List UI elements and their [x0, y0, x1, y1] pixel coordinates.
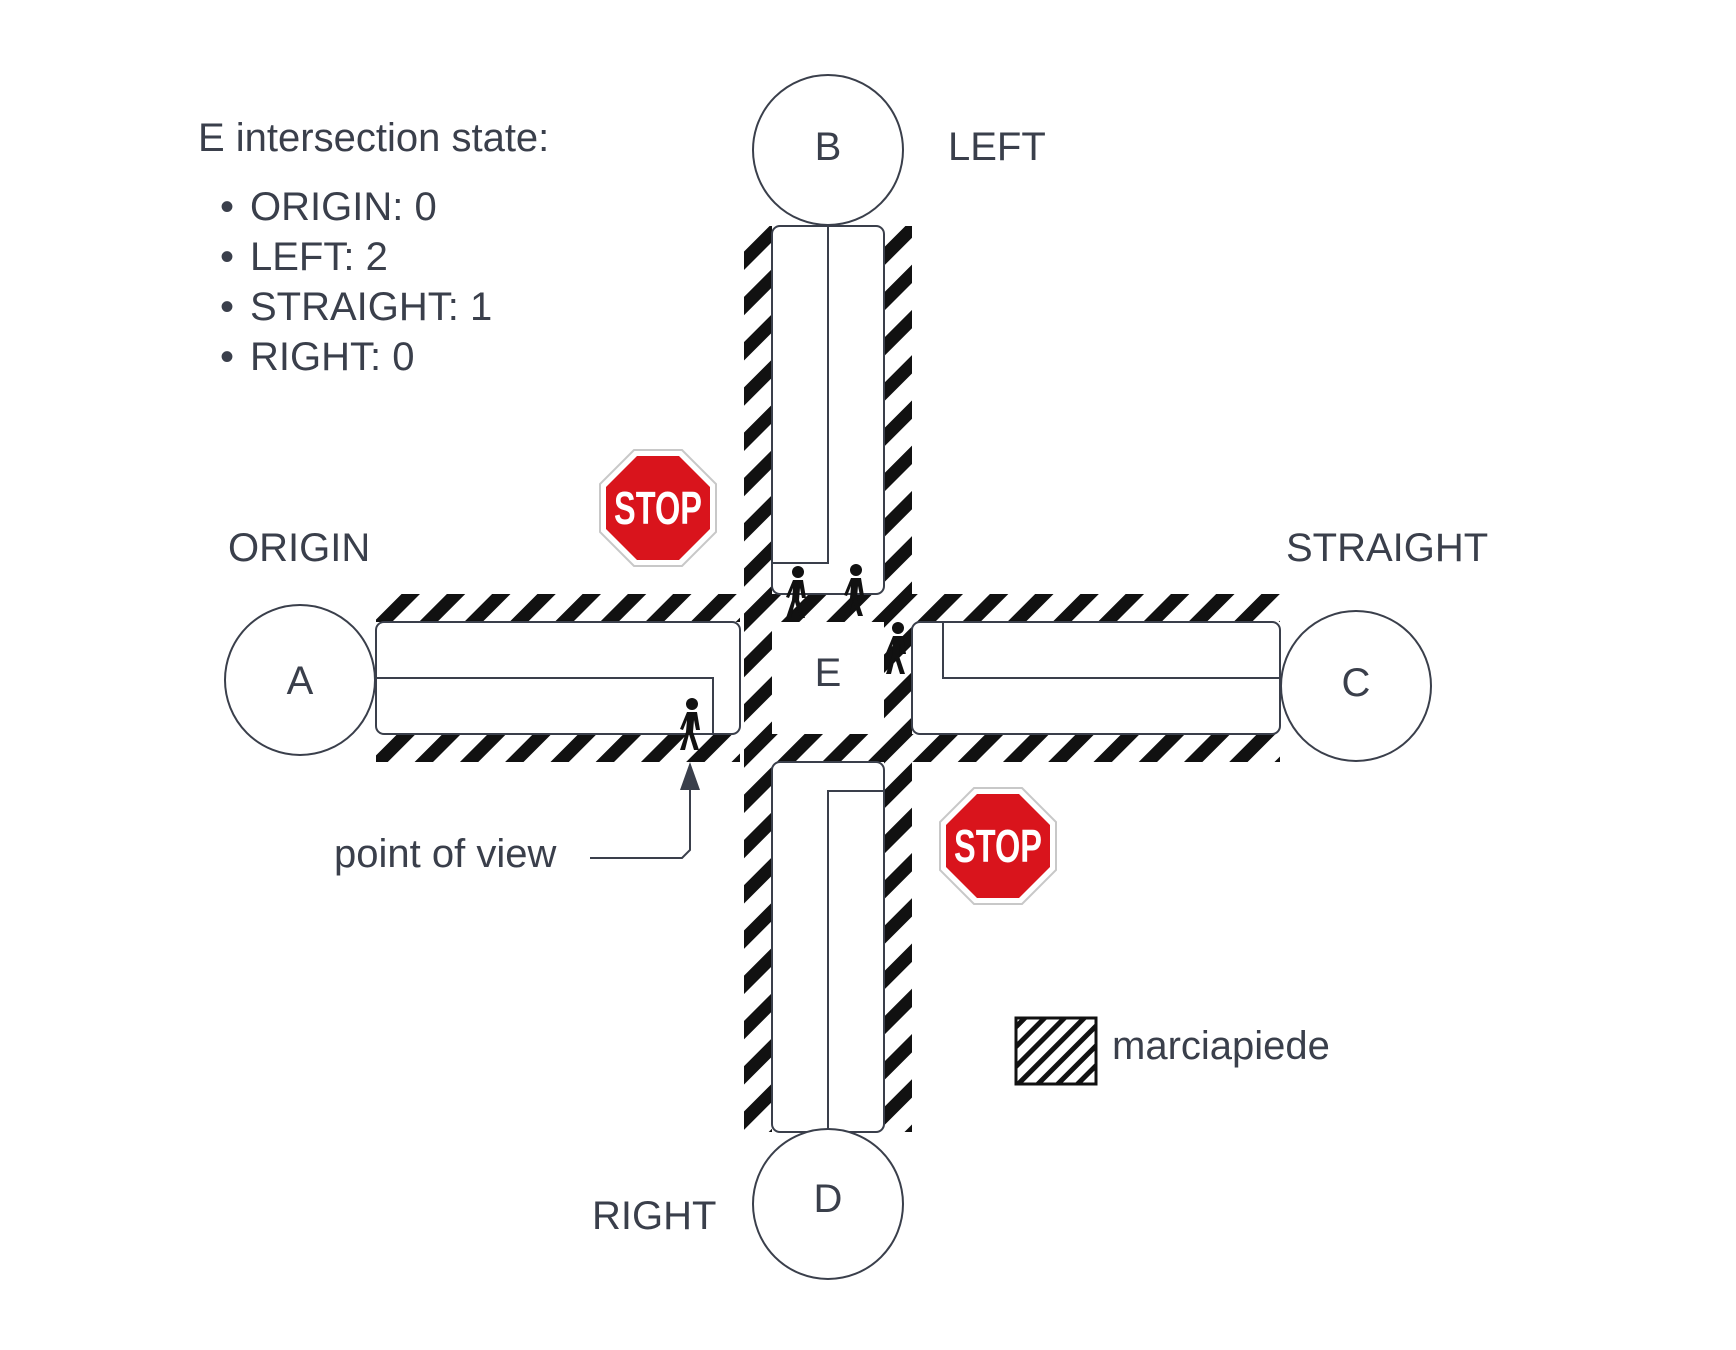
sidewalk-west-bottom	[376, 734, 740, 762]
node-a: A	[224, 604, 376, 756]
node-c: C	[1280, 610, 1432, 762]
intersection-state-panel: E intersection state: ORIGIN: 0 LEFT: 2 …	[198, 118, 549, 382]
intersection-state-title: E intersection state:	[198, 116, 550, 160]
sidewalk-north-left	[744, 226, 772, 594]
intersection-core	[772, 622, 884, 734]
state-item-origin: ORIGIN: 0	[220, 182, 549, 232]
sidewalk-south-right	[884, 762, 912, 1132]
sidewalk-areas	[376, 226, 1280, 1132]
sidewalk-east-bottom	[912, 734, 1280, 762]
state-item-right: RIGHT: 0	[220, 332, 549, 382]
arrow-up-icon	[590, 762, 700, 859]
stop-sign-text: STOP	[954, 820, 1042, 872]
node-d: D	[752, 1128, 904, 1280]
node-e-label: E	[815, 651, 842, 695]
lane-lines	[376, 226, 1280, 1132]
state-item-straight: STRAIGHT: 1	[220, 282, 549, 332]
lane-line-east	[942, 622, 1280, 679]
direction-label-left: LEFT	[948, 125, 1046, 169]
stop-sign-icon: STOP	[939, 787, 1057, 905]
node-b: B	[752, 74, 904, 226]
sidewalk-east-top	[912, 594, 1280, 622]
node-c-label: C	[1342, 661, 1371, 705]
sidewalk-center-bottom	[772, 734, 884, 762]
sidewalk-north-right	[884, 226, 912, 594]
sidewalk-center-right	[884, 594, 912, 762]
node-b-label: B	[815, 125, 842, 169]
sidewalk-west-top	[376, 594, 740, 622]
direction-label-right: RIGHT	[592, 1194, 717, 1238]
node-d-label: D	[814, 1177, 843, 1221]
lane-line-west	[376, 677, 714, 734]
direction-label-origin: ORIGIN	[228, 526, 371, 570]
direction-label-straight: STRAIGHT	[1286, 526, 1489, 570]
legend-sidewalk-label: marciapiede	[1112, 1024, 1330, 1068]
lane-line-south	[827, 790, 884, 1132]
legend-hatch-swatch	[1014, 1016, 1098, 1086]
sidewalk-south-left	[744, 762, 772, 1132]
stop-sign-text: STOP	[614, 482, 702, 534]
lane-line-north	[772, 226, 829, 564]
node-a-label: A	[287, 659, 314, 703]
sidewalk-center-left	[744, 594, 772, 762]
point-of-view-label: point of view	[334, 832, 557, 876]
stop-sign-icon: STOP	[599, 449, 717, 567]
state-item-left: LEFT: 2	[220, 232, 549, 282]
intersection-state-list: ORIGIN: 0 LEFT: 2 STRAIGHT: 1 RIGHT: 0	[198, 182, 549, 382]
